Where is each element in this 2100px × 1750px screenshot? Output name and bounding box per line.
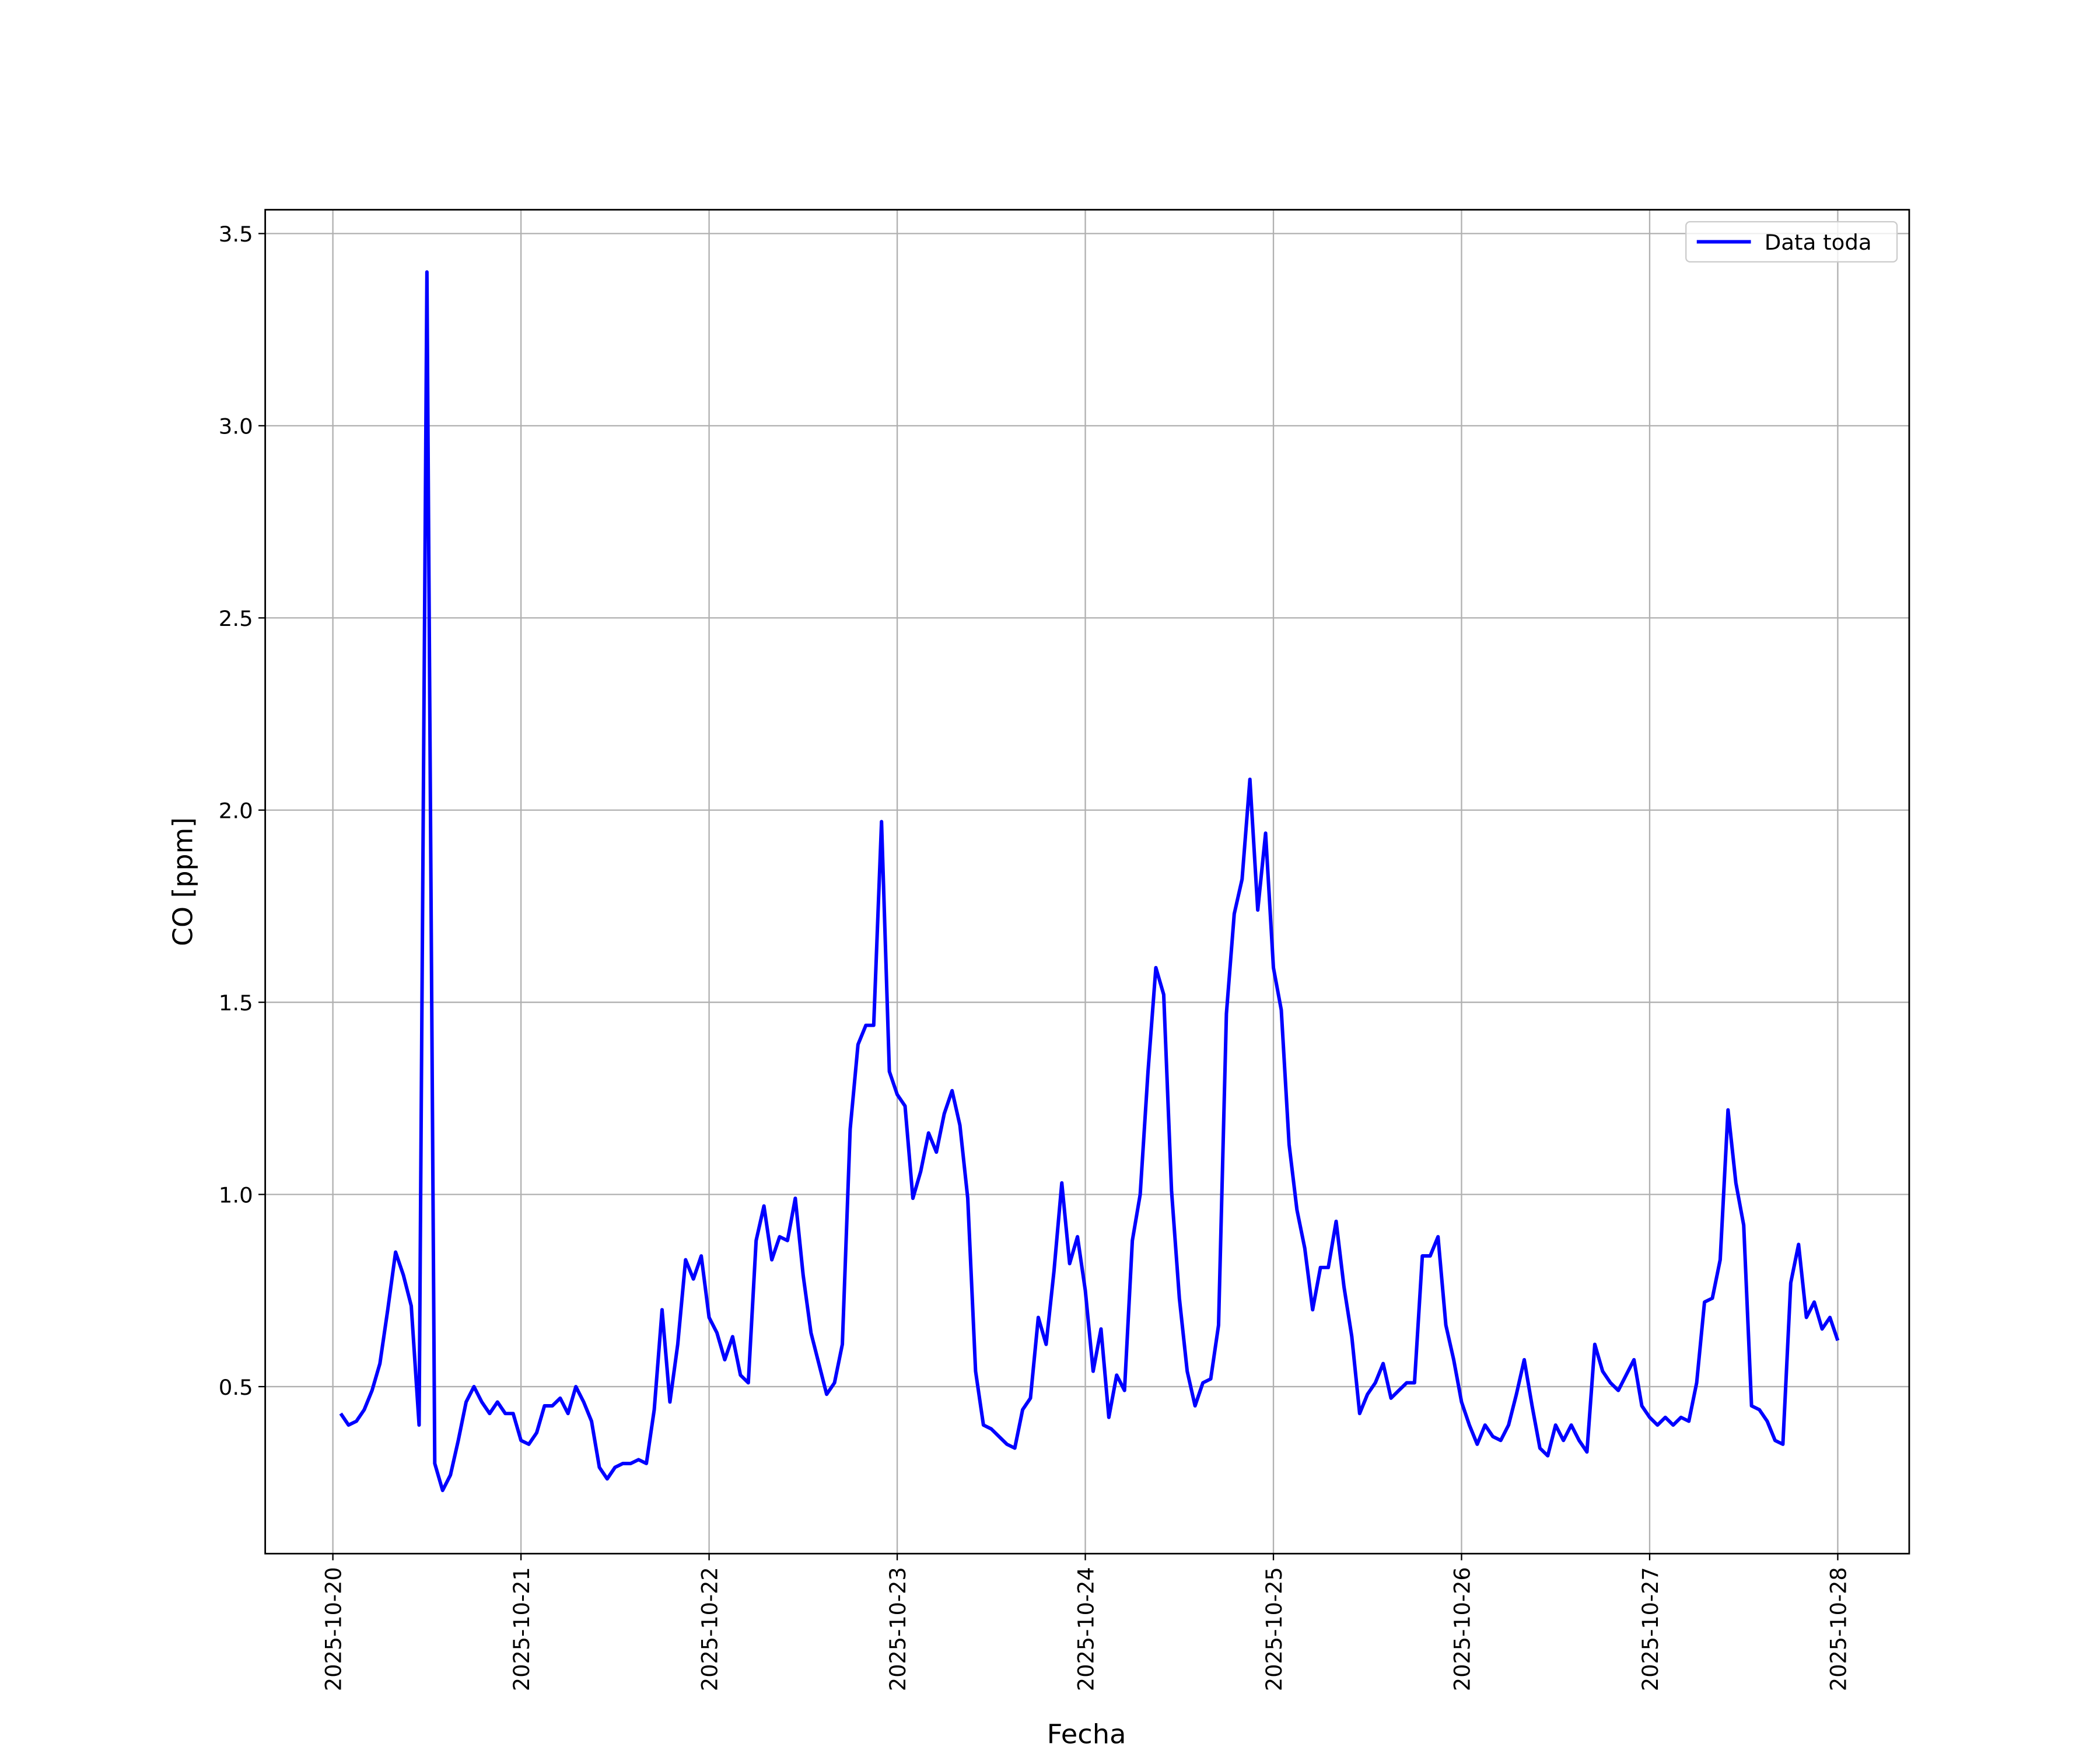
y-tick-label: 1.5 [219, 991, 253, 1016]
x-tick-label: 2025-10-20 [321, 1567, 346, 1691]
x-tick-label: 2025-10-23 [886, 1567, 911, 1691]
y-tick-label: 2.0 [219, 799, 253, 824]
y-tick-label: 1.0 [219, 1183, 253, 1208]
x-tick-label: 2025-10-26 [1450, 1567, 1475, 1691]
legend-box [1685, 221, 1898, 262]
y-axis-label: CO [ppm] [167, 817, 198, 946]
x-tick-label: 2025-10-27 [1638, 1567, 1663, 1691]
y-tick-label: 3.0 [219, 414, 253, 439]
y-tick-label: 2.5 [219, 606, 253, 631]
y-tick-label: 3.5 [219, 222, 253, 247]
x-tick-label: 2025-10-21 [509, 1567, 534, 1691]
x-tick-label: 2025-10-24 [1073, 1567, 1098, 1691]
y-tick-label: 0.5 [219, 1375, 253, 1400]
plot-frame [264, 209, 1910, 1555]
x-tick-label: 2025-10-22 [697, 1567, 722, 1691]
data-line [339, 270, 1840, 1492]
x-axis-label: Fecha [1047, 1718, 1126, 1750]
x-tick-label: 2025-10-25 [1262, 1567, 1287, 1691]
x-tick-label: 2025-10-28 [1826, 1567, 1851, 1691]
legend-label: Data toda [1765, 230, 1872, 255]
